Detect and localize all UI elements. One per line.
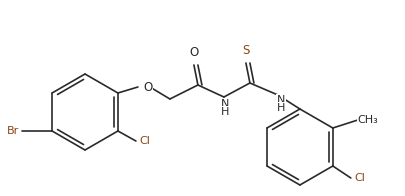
Text: S: S: [242, 44, 249, 57]
Text: N: N: [277, 95, 285, 105]
Text: Cl: Cl: [139, 136, 150, 146]
Text: H: H: [221, 107, 229, 117]
Text: Cl: Cl: [354, 173, 365, 183]
Text: N: N: [221, 99, 229, 109]
Text: Br: Br: [7, 126, 19, 136]
Text: CH₃: CH₃: [358, 115, 378, 125]
Text: O: O: [189, 46, 198, 59]
Text: O: O: [143, 81, 152, 93]
Text: H: H: [277, 103, 285, 113]
